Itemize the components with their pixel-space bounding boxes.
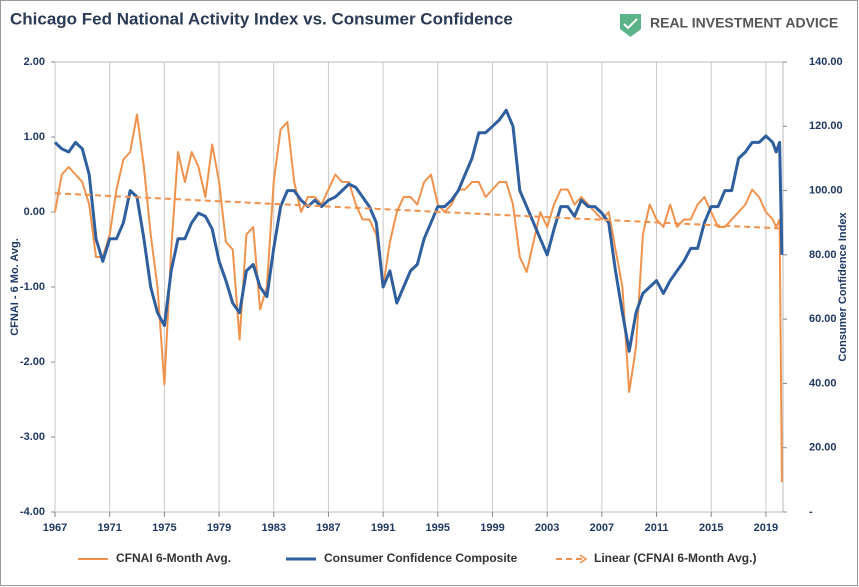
legend-label: CFNAI 6-Month Avg.	[116, 551, 231, 565]
x-tick-label: 1983	[261, 522, 285, 534]
y-tick-label: -4.00	[20, 506, 45, 518]
y2-tick-label: 20.00	[809, 442, 837, 454]
chart-title: Chicago Fed National Activity Index vs. …	[10, 9, 513, 28]
x-tick-label: 2019	[754, 522, 778, 534]
y2-tick-label: 40.00	[809, 377, 837, 389]
series-line	[54, 113, 783, 483]
legend-label: Consumer Confidence Composite	[324, 551, 518, 565]
x-tick-label: 1995	[426, 522, 450, 534]
x-tick-label: 2003	[535, 522, 559, 534]
x-tick-label: 1971	[97, 522, 121, 534]
y2-tick-label: 60.00	[809, 313, 837, 325]
x-tick-label: 1975	[152, 522, 176, 534]
logo-icon	[620, 14, 641, 37]
legend-label: Linear (CFNAI 6-Month Avg.)	[594, 551, 756, 565]
logo-text: REAL INVESTMENT ADVICE	[650, 15, 838, 31]
y2-tick-label: 140.00	[809, 56, 843, 68]
x-tick-label: 1999	[480, 522, 504, 534]
y2-tick-label: 100.00	[809, 184, 843, 196]
x-tick-label: 1991	[371, 522, 395, 534]
x-tick-label: 1979	[207, 522, 231, 534]
y2-tick-label: 80.00	[809, 249, 837, 261]
y2-tick-label: -	[809, 506, 813, 518]
y-tick-label: -1.00	[20, 281, 45, 293]
x-tick-label: 2015	[699, 522, 723, 534]
y-tick-label: -3.00	[20, 431, 45, 443]
series-line	[53, 108, 784, 353]
y-tick-label: 0.00	[24, 206, 45, 218]
y2-axis-title: Consumer Confidence Index	[837, 212, 849, 362]
y-tick-label: 2.00	[24, 56, 45, 68]
x-tick-label: 1987	[316, 522, 340, 534]
legend-arrow	[579, 554, 588, 564]
series-line	[54, 192, 782, 230]
x-tick-label: 1967	[43, 522, 67, 534]
y-tick-label: -2.00	[20, 356, 45, 368]
y-tick-label: 1.00	[24, 131, 45, 143]
y2-tick-label: 120.00	[809, 120, 843, 132]
x-tick-label: 2007	[590, 522, 614, 534]
x-tick-label: 2011	[645, 522, 669, 534]
y-axis-title: CFNAI - 6 Mo. Avg.	[9, 238, 21, 336]
